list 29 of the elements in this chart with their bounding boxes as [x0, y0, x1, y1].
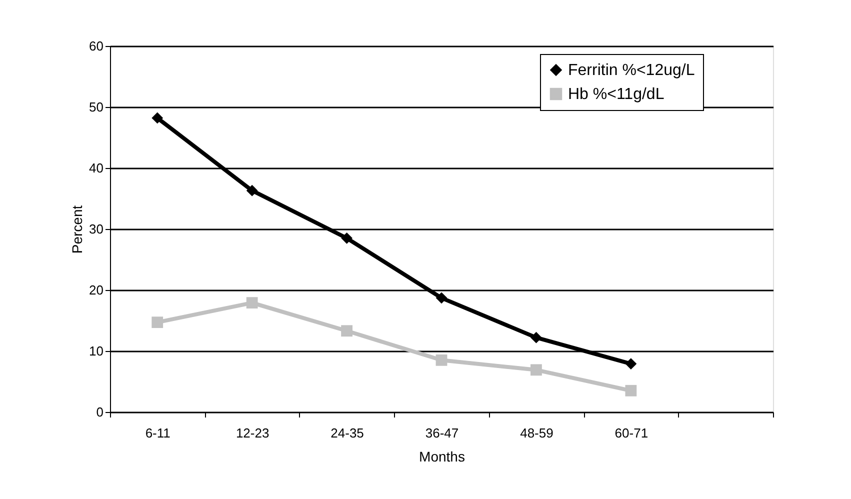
y-axis-title: Percent	[69, 205, 86, 254]
x-tick-label: 6-11	[145, 426, 170, 440]
point	[625, 384, 637, 396]
legend-label: Ferritin %<12ug/L	[568, 62, 695, 79]
x-tick-label: 36-47	[425, 426, 459, 440]
x-tick-label: 24-35	[330, 426, 364, 440]
point	[530, 332, 542, 344]
point	[246, 297, 258, 309]
point	[341, 232, 352, 244]
y-tick-label: 60	[89, 38, 104, 54]
point	[625, 358, 637, 370]
legend-label: Hb %<11g/dL	[568, 86, 664, 103]
x-axis-title: Months	[419, 448, 465, 464]
y-tick-label: 0	[96, 404, 104, 420]
point	[341, 325, 352, 337]
y-tick-label: 50	[89, 100, 104, 114]
x-tick-label: 60-71	[614, 426, 648, 440]
y-tick-label: 10	[89, 344, 104, 358]
x-tick-label: 48-59	[520, 426, 554, 440]
point	[436, 354, 448, 366]
point	[152, 316, 164, 328]
y-tick-label: 30	[89, 222, 104, 236]
point	[530, 364, 542, 376]
point	[246, 184, 258, 196]
y-tick-label: 20	[89, 282, 104, 298]
point	[436, 292, 448, 304]
y-tick-label: 40	[89, 160, 104, 176]
x-tick-label: 12-23	[236, 426, 270, 440]
point	[152, 112, 164, 124]
